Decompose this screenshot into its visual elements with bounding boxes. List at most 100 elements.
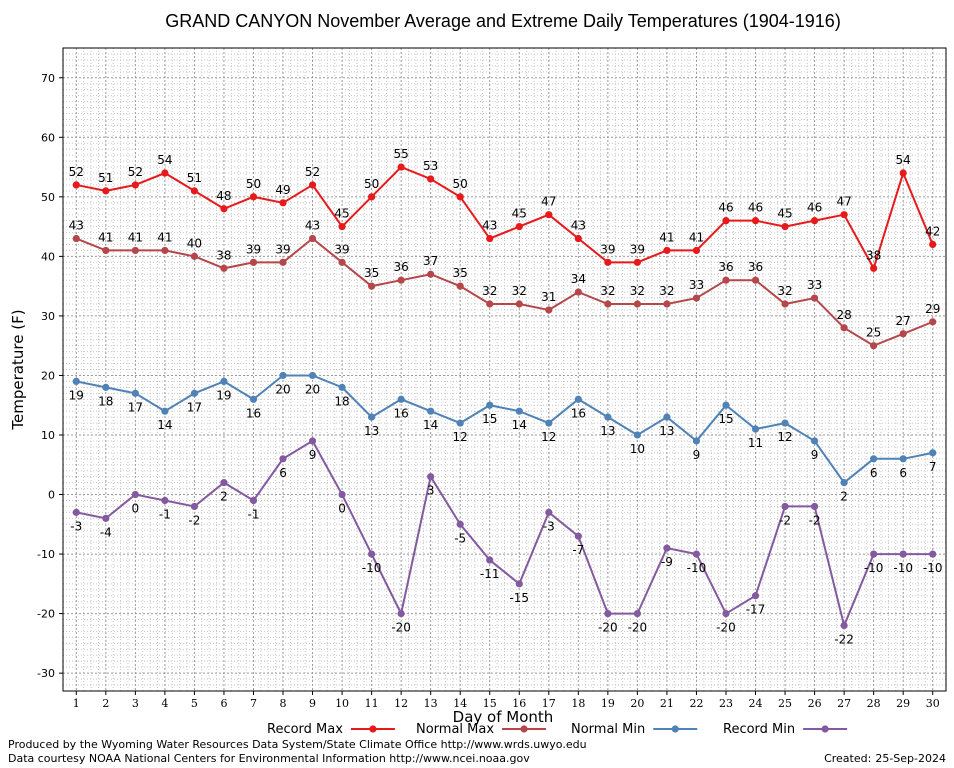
record-max-point	[308, 181, 317, 189]
normal-max-point	[663, 300, 671, 308]
x-tick-label: 9	[309, 697, 316, 710]
normal-max-point	[279, 258, 287, 266]
record-min-point	[781, 502, 789, 511]
normal-min-data-label: 10	[630, 442, 645, 456]
legend-label: Record Min	[723, 722, 795, 737]
normal-max-data-label: 34	[571, 272, 586, 286]
x-tick-label: 25	[778, 697, 792, 710]
record-max-point	[840, 211, 848, 219]
normal-min-data-label: 13	[659, 424, 674, 438]
record-min-data-label: -1	[159, 507, 171, 521]
y-tick-label: 60	[41, 131, 55, 144]
normal-max-data-label: 39	[246, 242, 261, 256]
normal-min-data-label: 15	[482, 412, 497, 426]
created-label: Created:	[824, 752, 872, 765]
record-max-point	[781, 223, 789, 231]
record-min-point	[249, 496, 258, 505]
x-tick-label: 1	[73, 697, 80, 710]
normal-max-point	[456, 282, 464, 290]
normal-min-point	[220, 377, 228, 386]
normal-max-point	[427, 270, 435, 278]
record-min-point	[840, 621, 848, 630]
record-max-point	[870, 264, 878, 272]
record-max-data-label: 47	[836, 195, 851, 209]
record-max-point	[929, 240, 937, 249]
normal-min-data-label: 9	[693, 448, 701, 462]
record-max-data-label: 51	[187, 171, 202, 185]
normal-max-data-label: 40	[187, 236, 202, 250]
normal-max-data-label: 32	[659, 284, 674, 298]
normal-max-data-label: 32	[512, 284, 527, 298]
record-min-point	[899, 550, 907, 558]
normal-max-data-label: 27	[896, 314, 911, 328]
record-min-data-label: 2	[220, 490, 228, 504]
y-tick-label: 70	[41, 72, 55, 85]
record-min-data-label: -5	[454, 531, 466, 545]
record-min-point	[929, 550, 937, 558]
normal-max-point	[840, 324, 848, 332]
record-min-data-label: 6	[279, 466, 287, 480]
normal-min-data-label: 11	[748, 436, 763, 450]
normal-min-point	[486, 401, 494, 409]
normal-max-point	[190, 252, 199, 260]
normal-min-data-label: 14	[157, 418, 172, 432]
normal-min-point	[161, 407, 169, 415]
record-min-data-label: -9	[661, 555, 673, 569]
normal-max-point	[161, 246, 169, 255]
normal-max-data-label: 41	[157, 230, 172, 244]
normal-min-point	[870, 455, 878, 463]
record-max-data-label: 38	[866, 248, 881, 262]
record-max-data-label: 46	[748, 201, 763, 215]
record-min-data-label: -20	[391, 621, 411, 635]
record-min-data-label: -2	[188, 513, 200, 527]
normal-min-data-label: 18	[98, 394, 113, 408]
legend-swatch-marker	[520, 725, 528, 733]
y-tick-label: 30	[41, 310, 55, 323]
record-max-data-label: 54	[157, 153, 172, 167]
record-max-data-label: 41	[659, 230, 674, 244]
record-max-point	[338, 223, 346, 231]
normal-max-data-label: 33	[689, 278, 704, 292]
record-max-point	[220, 205, 228, 213]
record-max-data-label: 52	[69, 165, 84, 179]
normal-min-point	[840, 479, 848, 487]
x-tick-label: 23	[719, 697, 733, 710]
record-max-point	[810, 217, 819, 225]
y-tick-label: 40	[41, 250, 55, 263]
record-min-point	[368, 550, 376, 558]
record-min-data-label: -2	[779, 513, 791, 527]
record-min-point	[102, 514, 110, 522]
normal-max-line	[75, 237, 934, 347]
y-tick-label: -20	[37, 608, 55, 621]
y-tick-label: -30	[37, 667, 55, 680]
normal-max-point	[751, 276, 760, 284]
normal-max-data-label: 32	[777, 284, 792, 298]
normal-min-point	[899, 455, 907, 463]
credit-text: Produced by the Wyoming Water Resources …	[8, 738, 587, 751]
record-max-point	[131, 181, 139, 189]
record-min-data-label: 3	[427, 484, 435, 498]
normal-max-point	[545, 306, 553, 314]
record-max-point	[249, 193, 258, 201]
normal-min-point	[574, 395, 582, 403]
record-max-point	[633, 258, 641, 266]
normal-max-data-label: 36	[748, 260, 763, 274]
x-tick-label: 26	[808, 697, 822, 710]
record-max-data-label: 39	[630, 242, 645, 256]
normal-min-data-label: 16	[571, 406, 586, 420]
record-max-data-label: 41	[689, 230, 704, 244]
x-tick-label: 21	[660, 697, 674, 710]
x-tick-label: 8	[280, 697, 287, 710]
record-max-data-label: 55	[393, 147, 408, 161]
record-max-data-label: 43	[571, 219, 586, 233]
normal-max-point	[220, 264, 228, 272]
normal-min-data-label: 16	[246, 406, 261, 420]
record-max-point	[486, 234, 494, 243]
normal-max-point	[604, 300, 612, 308]
normal-max-data-label: 41	[128, 230, 143, 244]
y-tick-label: 0	[48, 489, 55, 502]
x-tick-label: 17	[542, 697, 556, 710]
x-tick-label: 13	[424, 697, 438, 710]
normal-max-point	[781, 300, 789, 308]
